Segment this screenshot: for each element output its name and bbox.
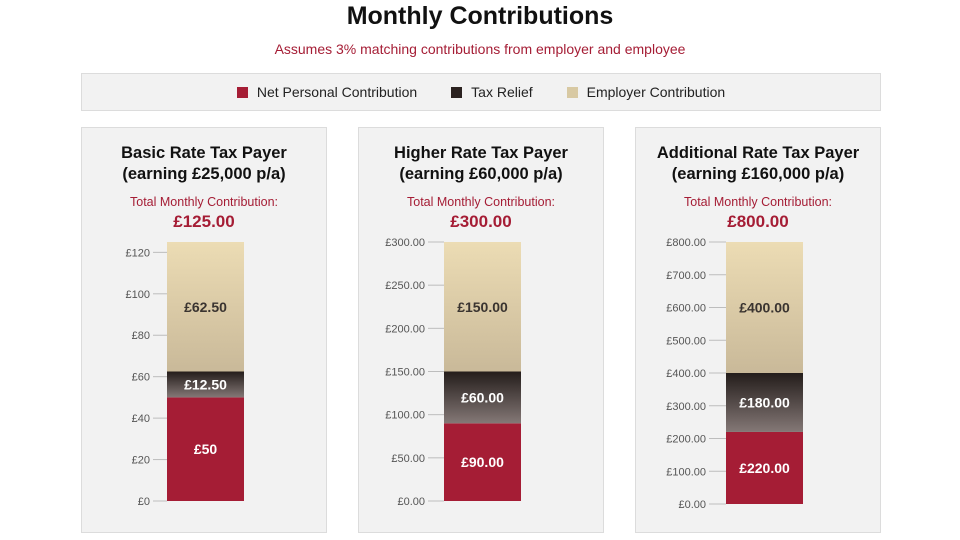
legend-label-tax-relief: Tax Relief (471, 84, 533, 100)
panel-title: Basic Rate Tax Payer (earning £25,000 p/… (82, 143, 326, 185)
bar-value-label: £12.50 (184, 376, 227, 392)
y-tick-label: £300.00 (385, 237, 425, 249)
chart-panel-additional-rate: Additional Rate Tax Payer (earning £160,… (635, 127, 881, 533)
total-value: £125.00 (173, 212, 235, 231)
y-tick-label: £40 (132, 413, 150, 425)
panel-title-line2: (earning £60,000 p/a) (399, 165, 563, 183)
bar-segment-employer (726, 242, 803, 373)
panel-title: Additional Rate Tax Payer (earning £160,… (636, 143, 880, 185)
total-value: £800.00 (727, 212, 789, 231)
legend-item-tax-relief: Tax Relief (451, 84, 533, 100)
bar-value-label: £60.00 (461, 389, 504, 405)
bar-value-label: £62.50 (184, 299, 227, 315)
bar-value-label: £90.00 (461, 454, 504, 470)
y-tick-label: £120 (126, 247, 150, 259)
y-tick-label: £60 (132, 372, 150, 384)
bar-segment-employer (444, 242, 521, 372)
stacked-bar-chart: £0 £20 £40 £60 £80 £100 £120 £50 £12.50 £62.50 (126, 242, 244, 508)
panel-title-line2: (earning £160,000 p/a) (671, 165, 845, 183)
bar-segment-net (167, 397, 244, 501)
total-label: Total Monthly Contribution: (684, 195, 832, 209)
y-tick-label: £250.00 (385, 280, 425, 292)
bar-value-label: £150.00 (457, 299, 508, 315)
page-subtitle: Assumes 3% matching contributions from e… (274, 41, 686, 57)
y-tick-label: £50.00 (391, 453, 425, 465)
y-tick-label: £100.00 (666, 466, 706, 478)
panel-title-line1: Higher Rate Tax Payer (394, 144, 568, 162)
bar-segment-tax-relief (726, 373, 803, 432)
bar-segment-net (444, 423, 521, 501)
bar-segment-employer (167, 242, 244, 372)
panel-title-line1: Basic Rate Tax Payer (121, 144, 287, 162)
legend-item-employer: Employer Contribution (566, 84, 726, 100)
bar-segment-tax-relief (167, 371, 244, 398)
y-tick-label: £0 (138, 496, 150, 508)
total-value: £300.00 (450, 212, 512, 231)
page-title: Monthly Contributions (346, 2, 614, 30)
bar-value-label: £180.00 (739, 394, 790, 410)
panel-title-line2: (earning £25,000 p/a) (122, 165, 286, 183)
y-tick-label: £600.00 (666, 303, 706, 315)
bar-value-label: £400.00 (739, 300, 790, 316)
legend-swatch-tax-relief (451, 86, 463, 98)
legend-label-net: Net Personal Contribution (256, 84, 418, 100)
panel-title-line1: Additional Rate Tax Payer (656, 144, 860, 162)
y-tick-label: £100.00 (385, 410, 425, 422)
bar-value-label: £50 (194, 441, 218, 457)
bar-value-label: £220.00 (739, 460, 790, 476)
y-tick-label: £150.00 (385, 367, 425, 379)
y-tick-label: £100 (126, 289, 150, 301)
y-tick-label: £20 (132, 455, 150, 467)
stacked-bar-chart: £0.00 £100.00 £200.00 £300.00 £400.00 £500.00… (666, 237, 803, 511)
y-tick-label: £300.00 (666, 401, 706, 413)
y-tick-label: £400.00 (666, 368, 706, 380)
y-tick-label: £700.00 (666, 270, 706, 282)
y-tick-label: £0.00 (678, 499, 706, 511)
y-tick-label: £800.00 (666, 237, 706, 249)
panel-title: Higher Rate Tax Payer (earning £60,000 p… (359, 143, 603, 185)
legend-label-employer: Employer Contribution (586, 84, 726, 100)
y-tick-label: £500.00 (666, 335, 706, 347)
chart-panel-basic-rate: Basic Rate Tax Payer (earning £25,000 p/… (81, 127, 327, 533)
bar-segment-tax-relief (444, 371, 521, 424)
chart-legend: Net Personal Contribution Tax Relief Emp… (81, 73, 881, 111)
legend-swatch-net (236, 86, 248, 98)
chart-panel-higher-rate: Higher Rate Tax Payer (earning £60,000 p… (358, 127, 604, 533)
bar-segment-net (726, 431, 803, 504)
y-tick-label: £80 (132, 330, 150, 342)
legend-swatch-employer (566, 86, 578, 98)
total-label: Total Monthly Contribution: (407, 195, 555, 209)
stacked-bar-chart: £0.00 £50.00 £100.00 £150.00 £200.00 £250.00 £… (385, 237, 521, 508)
y-tick-label: £200.00 (385, 323, 425, 335)
total-label: Total Monthly Contribution: (130, 195, 278, 209)
y-tick-label: £200.00 (666, 434, 706, 446)
y-tick-label: £0.00 (397, 496, 425, 508)
legend-item-net: Net Personal Contribution (236, 84, 418, 100)
